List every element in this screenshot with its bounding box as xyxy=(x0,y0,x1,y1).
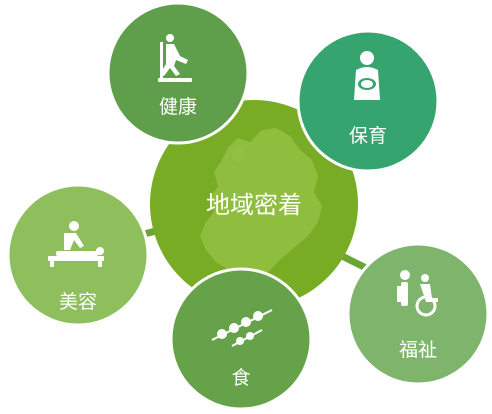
node-childcare-circle xyxy=(296,29,440,173)
node-welfare[interactable]: 福祉 xyxy=(346,242,490,386)
node-beauty[interactable]: 美容 xyxy=(6,183,150,327)
region-map-island xyxy=(232,146,246,162)
region-map xyxy=(200,128,322,290)
center-label: 地域密着 xyxy=(206,191,302,219)
node-childcare-label: 保育 xyxy=(349,125,387,147)
node-welfare-label: 福祉 xyxy=(399,339,437,361)
massage-icon xyxy=(48,221,104,267)
node-beauty-label: 美容 xyxy=(59,291,97,313)
node-health[interactable]: 健康 xyxy=(106,1,250,145)
wheelchair-care-icon xyxy=(397,270,438,317)
node-food-label: 食 xyxy=(231,367,250,389)
node-welfare-circle xyxy=(346,242,490,386)
center-node: 地域密着 xyxy=(150,100,358,308)
mother-baby-icon xyxy=(354,51,380,100)
skewers-icon xyxy=(211,309,273,347)
node-childcare[interactable]: 保育 xyxy=(296,29,440,173)
node-food[interactable]: 食 xyxy=(169,267,313,411)
treadmill-icon xyxy=(158,34,192,82)
node-health-label: 健康 xyxy=(159,96,197,118)
